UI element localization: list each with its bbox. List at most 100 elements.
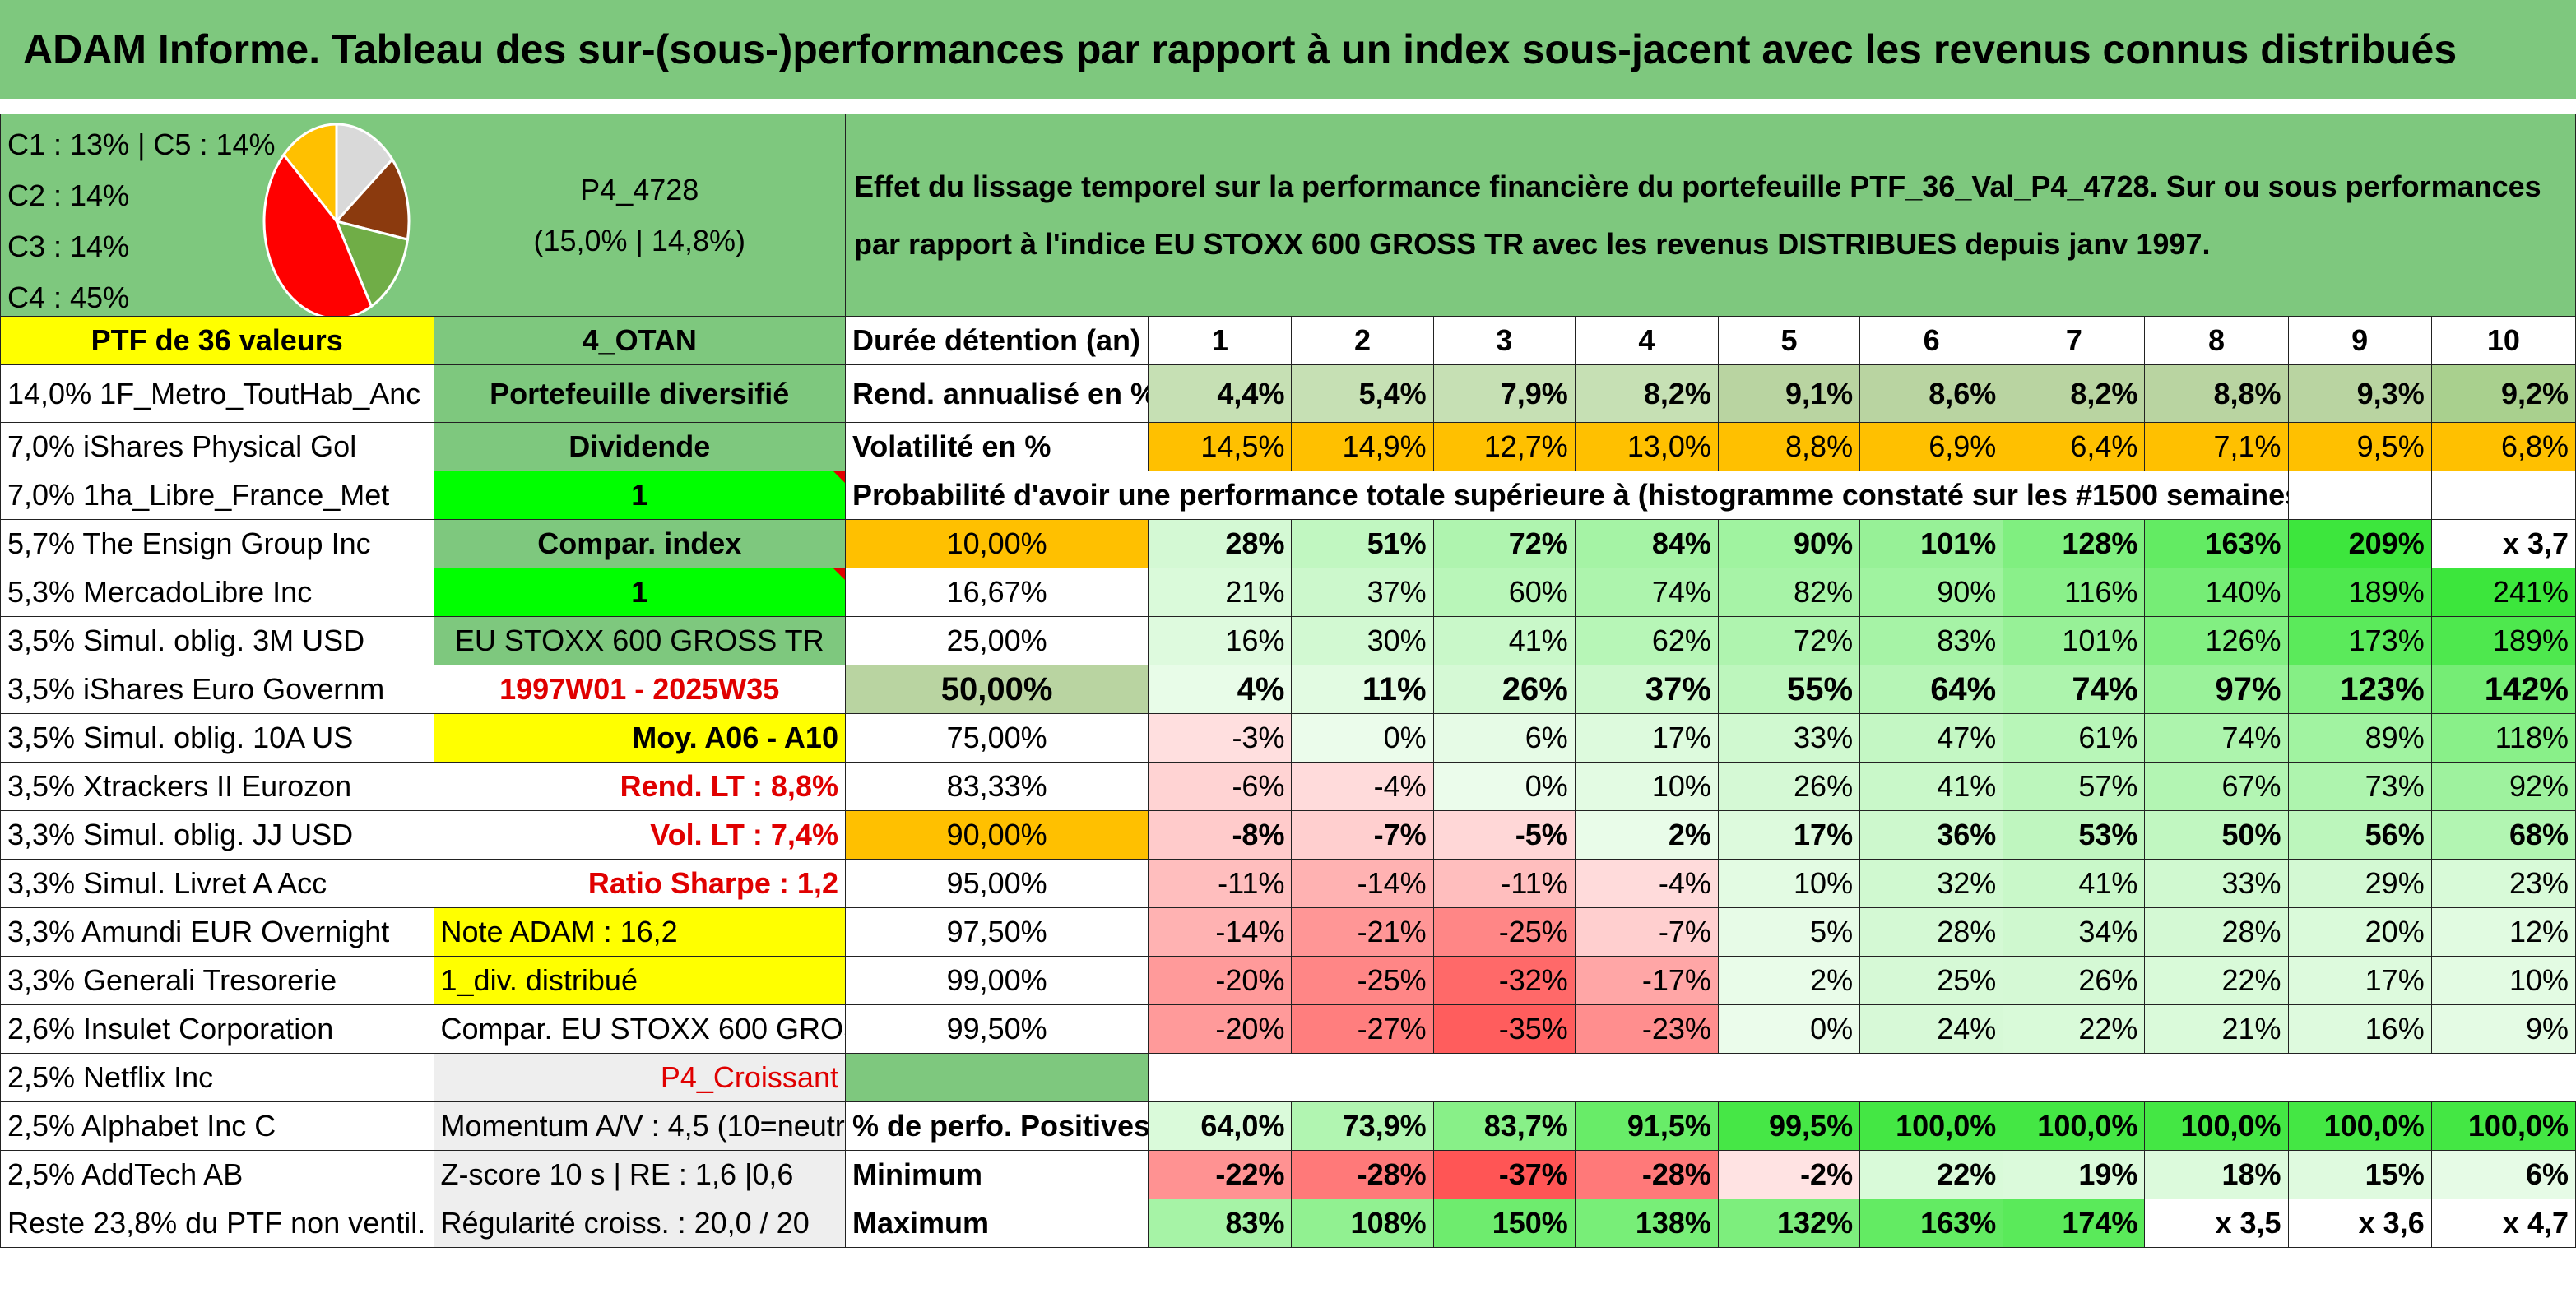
quantile-value: 126% [2144,616,2289,665]
holding-item: 3,3% Simul. Livret A Acc [0,859,434,908]
maximum-value: x 4,7 [2430,1199,2576,1248]
quantile-value: 56% [2287,810,2432,860]
year-header: 4 [1574,316,1719,365]
quantile-value: 0% [1717,1004,1861,1054]
table-row: 3,3% Amundi EUR Overnight Note ADAM : 16,… [0,907,2576,957]
quantile-value: -35% [1432,1004,1576,1054]
table-row: Reste 23,8% du PTF non ventil. Régularité… [0,1199,2576,1248]
quantile-value: 28% [2144,907,2289,957]
empty-cell [844,1053,1149,1102]
maximum-value: 150% [1432,1199,1576,1248]
quantile-value: 16% [1148,616,1293,665]
table-row: 3,3% Generali Tresorerie 1_div. distribué… [0,956,2576,1005]
setting-item: Z-score 10 s | RE : 1,6 |0,6 [433,1150,846,1199]
setting-item: 1 [433,568,846,617]
maximum-value: 108% [1291,1199,1434,1248]
pie-slice-c2 [335,123,394,225]
quantile-value: -23% [1574,1004,1719,1054]
quantile-value: 101% [1859,519,2004,568]
quantile-value: 34% [2003,907,2146,957]
positive-perf-value: 64,0% [1148,1101,1293,1151]
quantile-value: 5% [1717,907,1861,957]
setting-item: P4_Croissant [433,1053,846,1102]
minimum-value: 22% [1859,1150,2004,1199]
holding-item: 3,3% Generali Tresorerie [0,956,434,1005]
table-row: 3,5% iShares Euro Governm 1997W01 - 2025W… [0,665,2576,714]
quantile-value: 90% [1717,519,1861,568]
positive-perf-value: 73,9% [1291,1101,1434,1151]
quantile-value: 101% [2003,616,2146,665]
return-value: 8,8% [2144,364,2289,423]
quantile-value: 10% [1574,762,1719,811]
portfolio-header-cell: P4_4728 (15,0% | 14,8%) [433,114,846,317]
holding-item: 2,5% AddTech AB [0,1150,434,1199]
quantile-value: 0% [1432,762,1576,811]
positive-perf-value: 100,0% [1859,1101,2004,1151]
quantile-value: 23% [2430,859,2576,908]
quantile-value: 51% [1291,519,1434,568]
quantile-value: -25% [1291,956,1434,1005]
holding-item: Reste 23,8% du PTF non ventil. [0,1199,434,1248]
minimum-value: 15% [2287,1150,2432,1199]
setting-item: Régularité croiss. : 20,0 / 20 [433,1199,846,1248]
quantile-value: 11% [1291,665,1434,714]
quantile-value: 37% [1291,568,1434,617]
quantile-value: -6% [1148,762,1293,811]
return-value: 9,2% [2430,364,2576,423]
quantile-value: 37% [1574,665,1719,714]
maximum-label: Maximum [844,1199,1149,1248]
quantile-value: 17% [1574,713,1719,763]
holding-item: 5,3% MercadoLibre Inc [0,568,434,617]
positive-perf-value: 100,0% [2003,1101,2146,1151]
quantile-value: 10% [1717,859,1861,908]
table-row: 7,0% iShares Physical Gol Dividende Volati… [0,422,2576,471]
quantile-value: 26% [1717,762,1861,811]
maximum-value: 138% [1574,1199,1719,1248]
quantile-value: 12% [2430,907,2576,957]
quantile-value: -7% [1291,810,1434,860]
maximum-value: x 3,5 [2144,1199,2289,1248]
quantile-value: 33% [1717,713,1861,763]
quantile-value: 29% [2287,859,2432,908]
quantile-value: -20% [1148,956,1293,1005]
quantile-value: 28% [1859,907,2004,957]
quantile-value: -7% [1574,907,1719,957]
table-row: 2,5% AddTech AB Z-score 10 s | RE : 1,6 |… [0,1150,2576,1199]
quantile-value: x 3,7 [2430,519,2576,568]
empty-cell [2287,471,2432,520]
setting-item: Compar. index [433,519,846,568]
quantile-value: 55% [1717,665,1861,714]
maximum-value: 83% [1148,1199,1293,1248]
allocation-label: C4 : 45% [7,281,130,314]
return-label: Rend. annualisé en % [844,364,1149,423]
quantile-label: 99,00% [844,956,1149,1005]
quantile-value: 0% [1291,713,1434,763]
quantile-value: 16% [2287,1004,2432,1054]
table-row: 2,5% Netflix Inc P4_Croissant [0,1053,2576,1102]
table-row: 7,0% 1ha_Libre_France_Met 1 Probabilité d'… [0,471,2576,520]
quantile-label: 97,50% [844,907,1149,957]
quantile-value: 25% [1859,956,2004,1005]
quantile-label: 75,00% [844,713,1149,763]
year-header: 5 [1717,316,1861,365]
maximum-value: x 3,6 [2287,1199,2432,1248]
quantile-value: 73% [2287,762,2432,811]
pie-slice-c3 [334,157,411,241]
quantile-label: 50,00% [844,665,1149,714]
quantile-value: 47% [1859,713,2004,763]
positive-perf-value: 100,0% [2287,1101,2432,1151]
quantile-value: 82% [1717,568,1861,617]
portfolio-perf: (15,0% | 14,8%) [533,223,745,257]
positive-perf-value: 99,5% [1717,1101,1861,1151]
minimum-value: -37% [1432,1150,1576,1199]
quantile-value: 62% [1574,616,1719,665]
return-value: 8,2% [2003,364,2146,423]
quantile-value: 84% [1574,519,1719,568]
quantile-value: 10% [2430,956,2576,1005]
report-title: ADAM Informe. Tableau des sur-(sous-)per… [23,26,2458,72]
quantile-value: -27% [1291,1004,1434,1054]
quantile-value: 4% [1148,665,1293,714]
quantile-value: 20% [2287,907,2432,957]
quantile-value: 74% [2003,665,2146,714]
quantile-value: 17% [1717,810,1861,860]
